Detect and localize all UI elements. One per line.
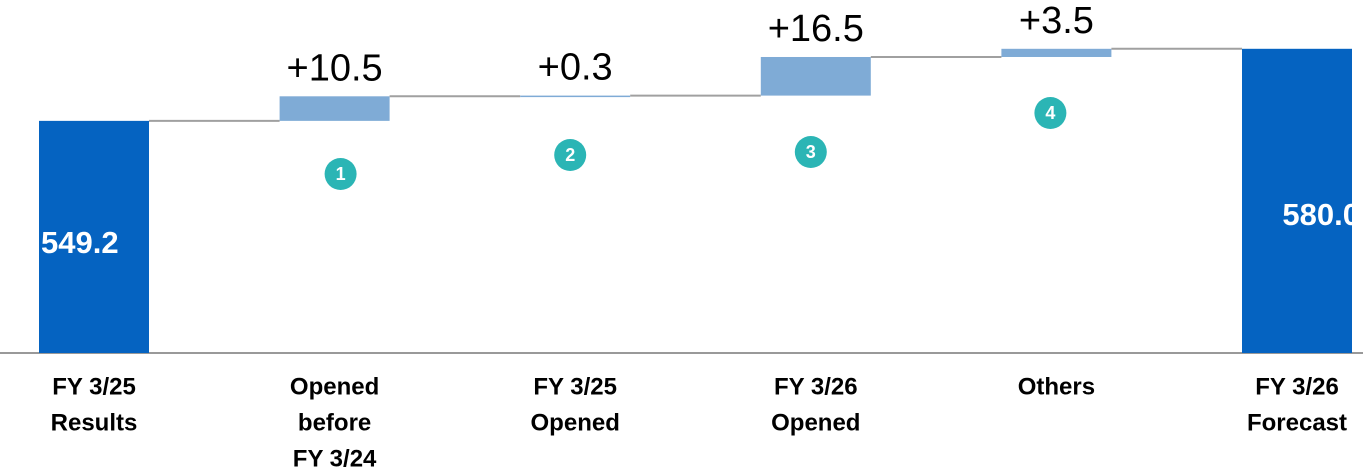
badge [324,158,357,190]
bar [39,120,149,353]
x-tick-label: Others [1018,373,1095,400]
bar [279,96,390,121]
x-tick-label: FY 3/26 [1255,373,1339,400]
bar [1242,48,1352,354]
badge-label: 1 [336,164,346,184]
bar [760,56,871,96]
x-tick-label: Opened [531,409,620,436]
x-tick-label: FY 3/25 [52,373,136,400]
badge-label: 2 [565,145,575,165]
x-tick-label: before [298,409,371,436]
x-tick-label: Results [51,409,138,436]
value-label: +3.5 [1019,0,1094,42]
value-label: 580.0 [1282,197,1360,232]
bar [520,95,631,98]
x-tick-label: FY 3/26 [774,373,858,400]
x-tick-label: Forecast [1247,409,1347,436]
x-tick-label: FY 3/24 [293,445,377,472]
x-tick-label: FY 3/25 [533,373,617,400]
x-tick-label: Opened [290,373,379,400]
value-label: 549.2 [41,225,119,260]
badge-label: 3 [806,142,816,162]
badge [794,136,827,168]
badge [1034,97,1067,129]
bar [1001,48,1112,57]
badge-label: 4 [1045,103,1055,123]
value-label: +16.5 [768,8,864,50]
value-label: +0.3 [538,47,613,89]
x-tick-label: Opened [771,409,860,436]
value-label: +10.5 [287,47,383,89]
badge [554,139,587,171]
